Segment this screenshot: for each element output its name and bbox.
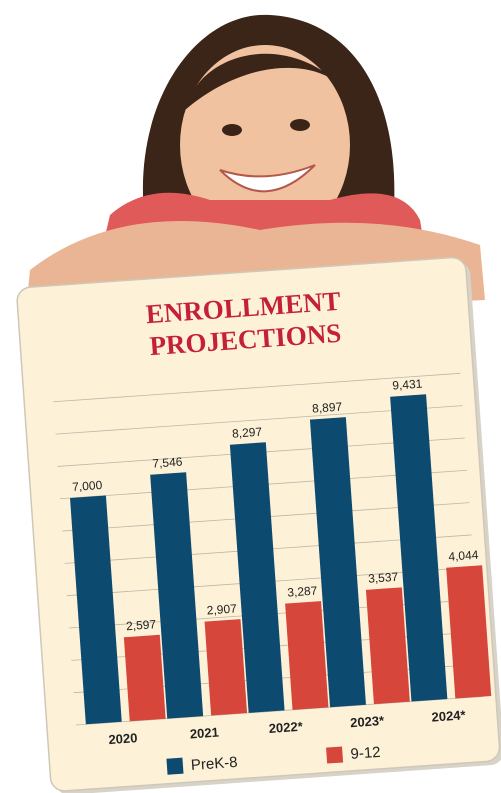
bar (285, 601, 329, 710)
smile (219, 164, 316, 193)
data-label: 3,287 (287, 583, 318, 599)
legend-swatch (166, 757, 184, 775)
data-label: 8,897 (312, 400, 343, 416)
legend-label: PreK-8 (190, 754, 238, 774)
bar (204, 619, 248, 716)
bangs (185, 53, 345, 110)
bar (229, 442, 285, 713)
bar (446, 565, 492, 699)
card: ENROLLMENT PROJECTIONS 20207,0002,597202… (16, 256, 501, 793)
x-tick-label: 2020 (108, 730, 138, 747)
grid-line (53, 372, 461, 403)
bar (309, 417, 366, 708)
x-tick-label: 2024* (431, 707, 467, 724)
bar (70, 495, 122, 725)
data-label: 8,297 (232, 425, 263, 441)
face (180, 45, 350, 245)
bar (390, 394, 448, 702)
legend-label: 9-12 (350, 744, 381, 763)
data-label: 7,546 (152, 455, 183, 471)
bar (123, 634, 166, 722)
data-label: 3,537 (368, 570, 399, 586)
x-tick-label: 2022* (268, 719, 304, 736)
x-tick-label: 2023* (350, 713, 386, 730)
data-label: 7,000 (72, 478, 103, 494)
data-label: 2,907 (206, 601, 237, 617)
data-label: 9,431 (392, 377, 423, 393)
eye (290, 119, 310, 131)
x-tick-label: 2021 (189, 725, 219, 742)
bar (150, 472, 204, 719)
data-label: 4,044 (448, 548, 479, 564)
eye (222, 124, 242, 136)
legend-swatch (326, 746, 344, 764)
bar (365, 587, 410, 705)
data-label: 2,597 (126, 617, 157, 633)
